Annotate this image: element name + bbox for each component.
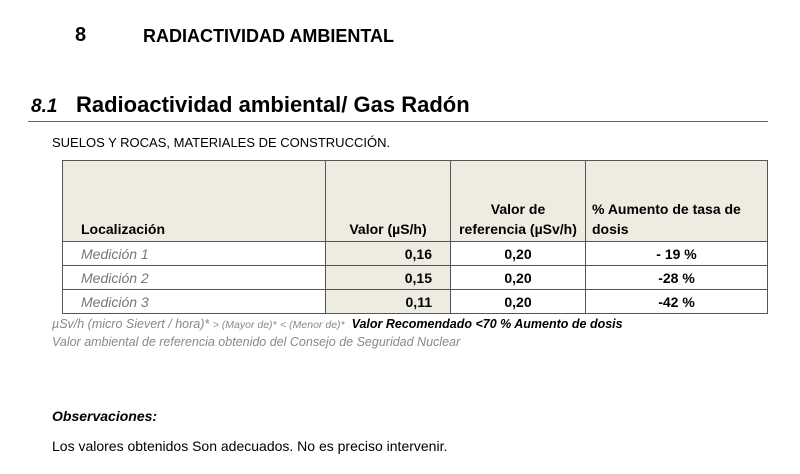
divider bbox=[28, 121, 768, 122]
value-cell: 0,15 bbox=[325, 265, 451, 290]
subsection-number: 8.1 bbox=[31, 96, 58, 117]
reference-cell: 0,20 bbox=[450, 241, 586, 266]
units-note: µSv/h (micro Sievert / hora)* > (Mayor d… bbox=[52, 317, 623, 331]
measurement-table: Localización Valor (µS/h) Valor de refer… bbox=[62, 160, 768, 314]
header-value: Valor (µS/h) bbox=[325, 160, 451, 242]
observations-label: Observaciones: bbox=[52, 408, 158, 424]
increase-cell: -28 % bbox=[585, 265, 768, 290]
header-location: Localización bbox=[62, 160, 326, 242]
source-note: Valor ambiental de referencia obtenido d… bbox=[52, 335, 461, 349]
observations-text: Los valores obtenidos Son adecuados. No … bbox=[52, 438, 448, 454]
header-reference: Valor de referencia (µSv/h) bbox=[450, 160, 586, 242]
recommended-note: Valor Recomendado <70 % Aumento de dosis bbox=[351, 317, 623, 331]
increase-cell: -42 % bbox=[585, 289, 768, 314]
reference-cell: 0,20 bbox=[450, 289, 586, 314]
value-cell: 0,16 bbox=[325, 241, 451, 266]
increase-cell: - 19 % bbox=[585, 241, 768, 266]
location-cell: Medición 2 bbox=[62, 265, 326, 290]
reference-cell: 0,20 bbox=[450, 265, 586, 290]
subtitle: SUELOS Y ROCAS, MATERIALES DE CONSTRUCCI… bbox=[52, 135, 391, 150]
greater-note: > (Mayor de)* bbox=[212, 319, 277, 331]
header-increase: % Aumento de tasa de dosis bbox=[585, 160, 768, 242]
location-cell: Medición 1 bbox=[62, 241, 326, 266]
unit-note: µSv/h (micro Sievert / hora)* bbox=[52, 317, 210, 331]
location-cell: Medición 3 bbox=[62, 289, 326, 314]
less-note: < (Menor de)* bbox=[280, 319, 345, 331]
section-number: 8 bbox=[75, 24, 87, 46]
table-row: Medición 1 0,16 0,20- 19 % bbox=[62, 241, 768, 266]
subsection-title: Radioactividad ambiental/ Gas Radón bbox=[76, 92, 470, 117]
table-row: Medición 3 0,11 0,20 -42 % bbox=[62, 289, 768, 314]
table-row: Medición 2 0,15 0,20 -28 % bbox=[62, 265, 768, 290]
value-cell: 0,11 bbox=[325, 289, 451, 314]
table-header: Localización Valor (µS/h) Valor de refer… bbox=[62, 160, 768, 242]
section-title: RADIACTIVIDAD AMBIENTAL bbox=[143, 26, 394, 46]
